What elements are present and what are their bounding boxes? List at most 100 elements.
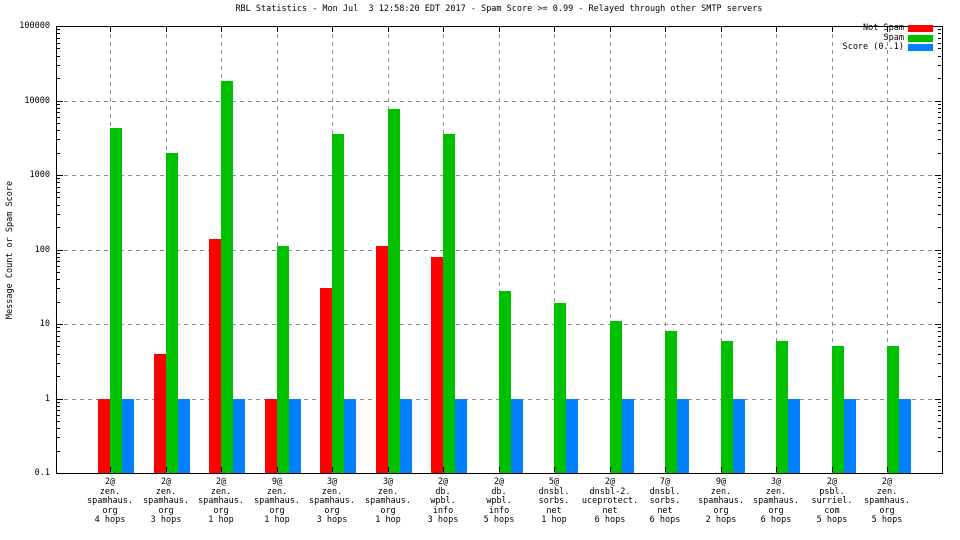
y-minor-tick: [938, 266, 941, 267]
y-minor-tick: [57, 187, 60, 188]
x-tick-label: 2@ db. wpbl. info 5 hops: [483, 477, 515, 526]
x-tick: [388, 467, 389, 472]
x-tick-label: 2@ zen. spamhaus. org 5 hops: [863, 477, 911, 526]
y-minor-tick: [57, 428, 60, 429]
v-gridline: [776, 26, 777, 473]
x-tick: [221, 27, 222, 32]
bar-not-spam: [209, 239, 221, 473]
x-tick-label: 2@ psbl. surriel. com 5 hops: [811, 477, 853, 526]
y-minor-tick: [938, 178, 941, 179]
y-minor-tick: [57, 402, 60, 403]
x-tick: [665, 27, 666, 32]
y-minor-tick: [938, 112, 941, 113]
y-minor-tick: [57, 331, 60, 332]
x-tick-label: 2@ dnsbl-2. uceprotect. net 6 hops: [581, 477, 639, 526]
y-major-tick: [935, 175, 941, 176]
legend-row: Spam: [753, 33, 933, 43]
legend-label: Score (0..1): [842, 42, 904, 52]
legend-swatch: [908, 24, 933, 32]
bar-score-0-1: [178, 399, 190, 473]
bar-spam: [110, 128, 122, 473]
bar-spam: [332, 134, 344, 473]
v-gridline: [721, 26, 722, 473]
x-tick: [388, 27, 389, 32]
y-major-tick: [935, 250, 941, 251]
y-minor-tick: [938, 354, 941, 355]
y-minor-tick: [938, 187, 941, 188]
y-minor-tick: [57, 153, 60, 154]
y-minor-tick: [57, 33, 60, 34]
x-tick: [110, 467, 111, 472]
y-major-tick: [935, 101, 941, 102]
y-minor-tick: [938, 272, 941, 273]
bar-score-0-1: [122, 399, 134, 473]
v-gridline: [610, 26, 611, 473]
y-major-tick: [935, 324, 941, 325]
y-minor-tick: [938, 261, 941, 262]
y-minor-tick: [938, 376, 941, 377]
y-minor-tick: [57, 376, 60, 377]
y-minor-tick: [938, 406, 941, 407]
bar-spam: [554, 303, 566, 473]
y-minor-tick: [938, 279, 941, 280]
y-minor-tick: [57, 139, 60, 140]
y-minor-tick: [57, 214, 60, 215]
x-tick-label: 9@ zen. spamhaus. org 2 hops: [697, 477, 745, 526]
y-minor-tick: [57, 266, 60, 267]
y-minor-tick: [938, 192, 941, 193]
y-minor-tick: [938, 197, 941, 198]
bar-score-0-1: [455, 399, 467, 473]
y-minor-tick: [57, 56, 60, 57]
y-minor-tick: [57, 205, 60, 206]
bar-score-0-1: [233, 399, 245, 473]
bar-not-spam: [320, 288, 332, 473]
y-minor-tick: [57, 415, 60, 416]
y-minor-tick: [938, 415, 941, 416]
y-minor-tick: [57, 197, 60, 198]
bar-score-0-1: [400, 399, 412, 473]
y-minor-tick: [938, 410, 941, 411]
bar-spam: [499, 291, 511, 473]
x-tick: [443, 467, 444, 472]
bar-spam: [388, 109, 400, 473]
x-tick-label: 2@ zen. spamhaus. org 4 hops: [86, 477, 134, 526]
x-tick-label: 5@ dnsbl. sorbs. net 1 hop: [538, 477, 570, 526]
v-gridline: [832, 26, 833, 473]
y-major-tick: [57, 175, 63, 176]
bar-spam: [776, 341, 788, 473]
legend-swatch: [908, 43, 933, 51]
y-minor-tick: [938, 205, 941, 206]
y-minor-tick: [57, 192, 60, 193]
y-minor-tick: [57, 253, 60, 254]
y-minor-tick: [938, 421, 941, 422]
y-minor-tick: [938, 363, 941, 364]
y-minor-tick: [57, 78, 60, 79]
x-tick: [332, 467, 333, 472]
y-minor-tick: [57, 257, 60, 258]
y-minor-tick: [57, 43, 60, 44]
y-major-tick: [57, 324, 63, 325]
y-minor-tick: [57, 38, 60, 39]
bar-not-spam: [98, 399, 110, 473]
y-minor-tick: [938, 123, 941, 124]
y-tick-label: 10: [39, 319, 50, 329]
y-tick-label: 10000: [24, 96, 50, 106]
y-tick-label: 1000: [29, 170, 50, 180]
bar-score-0-1: [511, 399, 523, 473]
bar-score-0-1: [566, 399, 578, 473]
y-minor-tick: [938, 104, 941, 105]
y-minor-tick: [938, 437, 941, 438]
y-minor-tick: [938, 108, 941, 109]
bar-spam: [721, 341, 733, 473]
x-tick: [221, 467, 222, 472]
y-minor-tick: [57, 182, 60, 183]
y-minor-tick: [57, 410, 60, 411]
y-minor-tick: [938, 336, 941, 337]
legend-label: Not Spam: [863, 23, 904, 33]
x-tick: [887, 467, 888, 472]
x-tick: [499, 467, 500, 472]
x-tick-label: 2@ db. wpbl. info 3 hops: [427, 477, 459, 526]
x-tick: [277, 467, 278, 472]
y-minor-tick: [938, 288, 941, 289]
